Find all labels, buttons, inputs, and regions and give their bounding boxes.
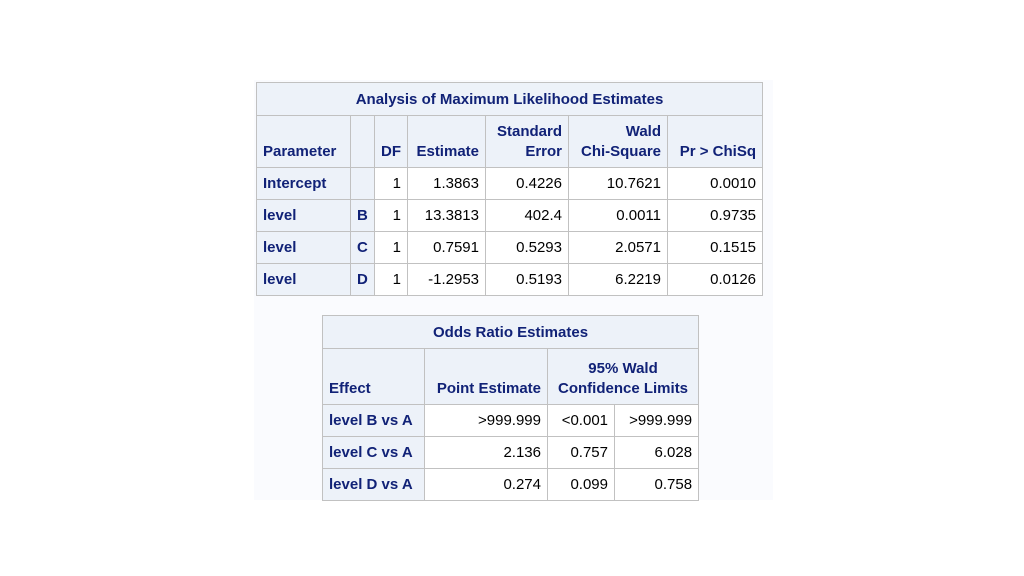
cell-wald: 6.2219 [568,263,668,296]
header-standard-error-line2: Error [525,143,562,160]
row-level: D [350,263,375,296]
cell-upper-limit: >999.999 [613,404,700,437]
cell-point-estimate: >999.999 [424,404,548,437]
cell-estimate: 13.3813 [407,199,486,232]
row-parameter: level [256,199,351,232]
cell-df: 1 [374,231,408,264]
header-level-blank [350,115,375,168]
header-point-estimate: Point Estimate [424,348,548,405]
table-row: Intercept 1 1.3863 0.4226 10.7621 0.0010 [256,167,764,200]
row-effect: level C vs A [322,436,425,469]
row-level: B [350,199,375,232]
header-wald-line1: Wald [625,123,661,140]
cell-lower-limit: <0.001 [547,404,615,437]
cell-df: 1 [374,263,408,296]
header-df: DF [374,115,408,168]
cell-pr: 0.0010 [666,167,764,200]
cell-wald: 2.0571 [568,231,668,264]
cell-std-error: 0.5193 [485,263,569,296]
header-parameter: Parameter [256,115,351,168]
cell-estimate: -1.2953 [407,263,486,296]
row-level [350,167,375,200]
header-confidence-limits: 95% Wald Confidence Limits [546,348,700,405]
cell-pr: 0.0126 [666,263,764,296]
mle-table: Analysis of Maximum Likelihood Estimates… [255,82,764,296]
table-row: level D vs A 0.274 0.099 0.758 [322,468,700,501]
table-row: level B 1 13.3813 402.4 0.0011 0.9735 [256,199,764,232]
header-standard-error-line1: Standard [496,123,562,140]
mle-table-caption: Analysis of Maximum Likelihood Estimates [255,82,764,116]
odds-ratio-table: Odds Ratio Estimates Effect Point Estima… [321,315,700,501]
cell-estimate: 1.3863 [407,167,486,200]
row-effect: level D vs A [322,468,425,501]
odds-table-caption: Odds Ratio Estimates [321,315,700,349]
table-row: level C vs A 2.136 0.757 6.028 [322,436,700,469]
row-effect: level B vs A [322,404,425,437]
cell-point-estimate: 0.274 [424,468,548,501]
cell-wald: 10.7621 [568,167,668,200]
table-row: level B vs A >999.999 <0.001 >999.999 [322,404,700,437]
header-ci-line1: 95% Wald [588,360,658,377]
header-pr-chisq: Pr > ChiSq [666,115,764,168]
cell-estimate: 0.7591 [407,231,486,264]
table-row: level D 1 -1.2953 0.5193 6.2219 0.0126 [256,263,764,296]
cell-upper-limit: 6.028 [613,436,700,469]
header-wald-line2: Chi-Square [580,143,661,160]
header-wald-chi-square: Wald Chi-Square [568,115,668,168]
row-parameter: Intercept [256,167,351,200]
cell-lower-limit: 0.099 [547,468,615,501]
cell-df: 1 [374,199,408,232]
cell-pr: 0.1515 [666,231,764,264]
row-parameter: level [256,263,351,296]
row-parameter: level [256,231,351,264]
cell-std-error: 402.4 [485,199,569,232]
table-row: level C 1 0.7591 0.5293 2.0571 0.1515 [256,231,764,264]
cell-std-error: 0.5293 [485,231,569,264]
header-effect: Effect [322,348,425,405]
header-estimate: Estimate [407,115,486,168]
cell-std-error: 0.4226 [485,167,569,200]
cell-df: 1 [374,167,408,200]
cell-pr: 0.9735 [666,199,764,232]
header-standard-error: Standard Error [485,115,569,168]
row-level: C [350,231,375,264]
cell-point-estimate: 2.136 [424,436,548,469]
cell-upper-limit: 0.758 [613,468,700,501]
header-ci-line2: Confidence Limits [558,380,689,397]
cell-wald: 0.0011 [568,199,668,232]
cell-lower-limit: 0.757 [547,436,615,469]
